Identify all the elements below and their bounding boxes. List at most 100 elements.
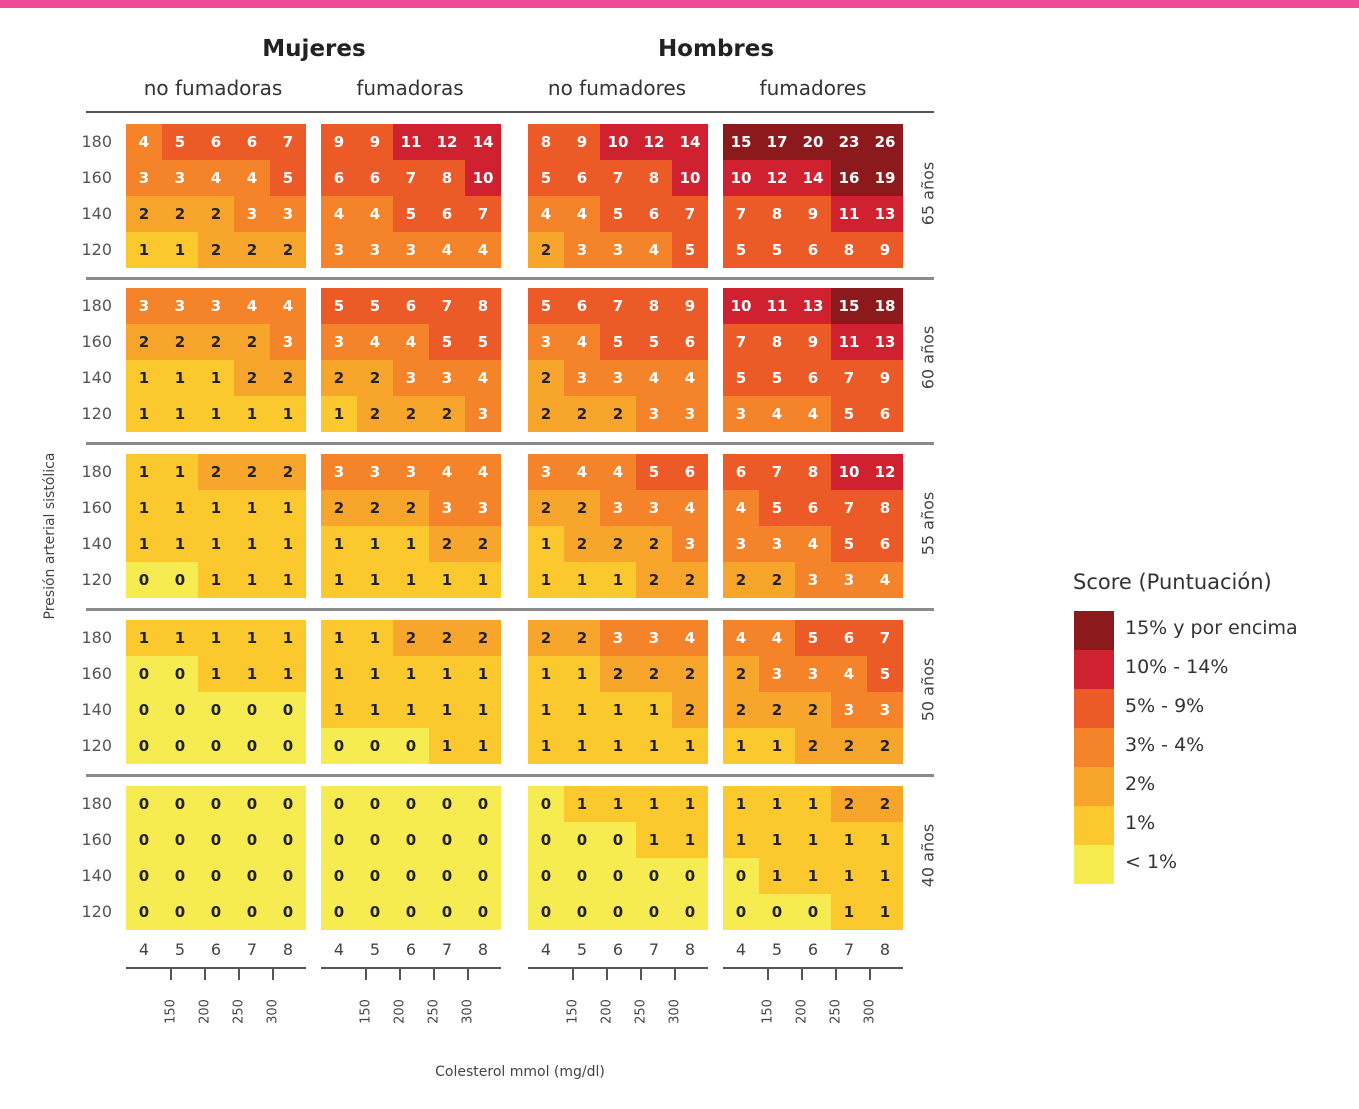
chol-tick [835, 968, 837, 980]
score-cell: 4 [672, 360, 708, 396]
score-cell: 2 [198, 454, 234, 490]
score-cell: 2 [759, 692, 795, 728]
chol-axis-line [528, 967, 708, 969]
score-cell: 1 [234, 490, 270, 526]
score-cell: 1 [198, 360, 234, 396]
sbp-label: 140 [81, 368, 112, 387]
score-cell: 3 [198, 288, 234, 324]
score-cell: 4 [564, 454, 600, 490]
score-cell: 0 [162, 692, 198, 728]
score-cell: 3 [465, 396, 501, 432]
score-cell: 1 [429, 562, 465, 598]
score-cell: 1 [831, 894, 867, 930]
score-cell: 8 [867, 490, 903, 526]
score-cell: 3 [636, 490, 672, 526]
score-cell: 8 [636, 160, 672, 196]
score-cell: 3 [636, 620, 672, 656]
score-cell: 12 [867, 454, 903, 490]
score-cell: 1 [321, 620, 357, 656]
score-cell: 3 [162, 288, 198, 324]
score-cell: 7 [831, 490, 867, 526]
score-cell: 0 [465, 858, 501, 894]
score-cell: 10 [723, 160, 759, 196]
score-cell: 0 [600, 894, 636, 930]
sbp-label: 120 [81, 736, 112, 755]
score-cell: 5 [636, 324, 672, 360]
score-cell: 0 [162, 728, 198, 764]
score-cell: 0 [636, 894, 672, 930]
chol-mmol-label: 4 [540, 940, 552, 959]
chol-mmol-label: 6 [405, 940, 417, 959]
score-cell: 0 [234, 728, 270, 764]
score-cell: 1 [393, 692, 429, 728]
score-cell: 1 [795, 858, 831, 894]
score-cell: 2 [321, 490, 357, 526]
score-cell: 1 [672, 728, 708, 764]
score-cell: 4 [636, 360, 672, 396]
chol-mgdl-label: 200 [197, 999, 213, 1024]
score-cell: 5 [270, 160, 306, 196]
score-cell: 4 [795, 396, 831, 432]
score-cell: 0 [162, 786, 198, 822]
score-cell: 5 [672, 232, 708, 268]
score-cell: 0 [429, 858, 465, 894]
chol-mgdl-label: 300 [862, 999, 878, 1024]
score-cell: 0 [234, 894, 270, 930]
score-cell: 1 [564, 562, 600, 598]
score-cell: 0 [198, 728, 234, 764]
score-cell: 19 [867, 160, 903, 196]
chol-mmol-label: 8 [477, 940, 489, 959]
score-cell: 0 [162, 858, 198, 894]
score-cell: 2 [162, 324, 198, 360]
legend-swatch [1074, 689, 1114, 728]
score-cell: 0 [162, 822, 198, 858]
sbp-label: 160 [81, 664, 112, 683]
score-cell: 1 [528, 656, 564, 692]
score-cell: 0 [465, 894, 501, 930]
legend-swatch [1074, 845, 1114, 884]
subgroup-header: no fumadoras [143, 76, 283, 100]
score-cell: 1 [393, 562, 429, 598]
score-cell: 1 [126, 526, 162, 562]
legend-label: 10% - 14% [1125, 656, 1229, 678]
score-cell: 2 [465, 526, 501, 562]
score-cell: 15 [831, 288, 867, 324]
score-cell: 1 [162, 232, 198, 268]
legend-label: 1% [1125, 812, 1156, 834]
score-cell: 0 [528, 786, 564, 822]
score-cell: 2 [759, 562, 795, 598]
score-cell: 1 [357, 526, 393, 562]
score-cell: 4 [270, 288, 306, 324]
sbp-label: 120 [81, 902, 112, 921]
score-cell: 1 [759, 822, 795, 858]
score-cell: 3 [321, 232, 357, 268]
score-cell: 3 [723, 396, 759, 432]
score-cell: 0 [234, 822, 270, 858]
score-cell: 1 [321, 692, 357, 728]
score-cell: 0 [528, 822, 564, 858]
chol-mmol-label: 7 [843, 940, 855, 959]
score-cell: 3 [759, 656, 795, 692]
score-cell: 0 [564, 858, 600, 894]
score-cell: 3 [429, 360, 465, 396]
score-cell: 18 [867, 288, 903, 324]
score-cell: 2 [270, 360, 306, 396]
score-cell: 3 [528, 324, 564, 360]
score-cell: 7 [723, 324, 759, 360]
score-cell: 5 [600, 324, 636, 360]
sbp-label: 120 [81, 240, 112, 259]
score-cell: 2 [126, 196, 162, 232]
score-cell: 6 [357, 160, 393, 196]
score-cell: 8 [831, 232, 867, 268]
score-cell: 1 [795, 786, 831, 822]
age-separator [86, 442, 934, 445]
score-cell: 11 [759, 288, 795, 324]
score-cell: 1 [270, 526, 306, 562]
score-cell: 7 [831, 360, 867, 396]
score-cell: 4 [723, 490, 759, 526]
score-cell: 10 [465, 160, 501, 196]
chol-mgdl-label: 200 [794, 999, 810, 1024]
score-cell: 2 [723, 562, 759, 598]
score-cell: 4 [831, 656, 867, 692]
score-cell: 1 [198, 656, 234, 692]
